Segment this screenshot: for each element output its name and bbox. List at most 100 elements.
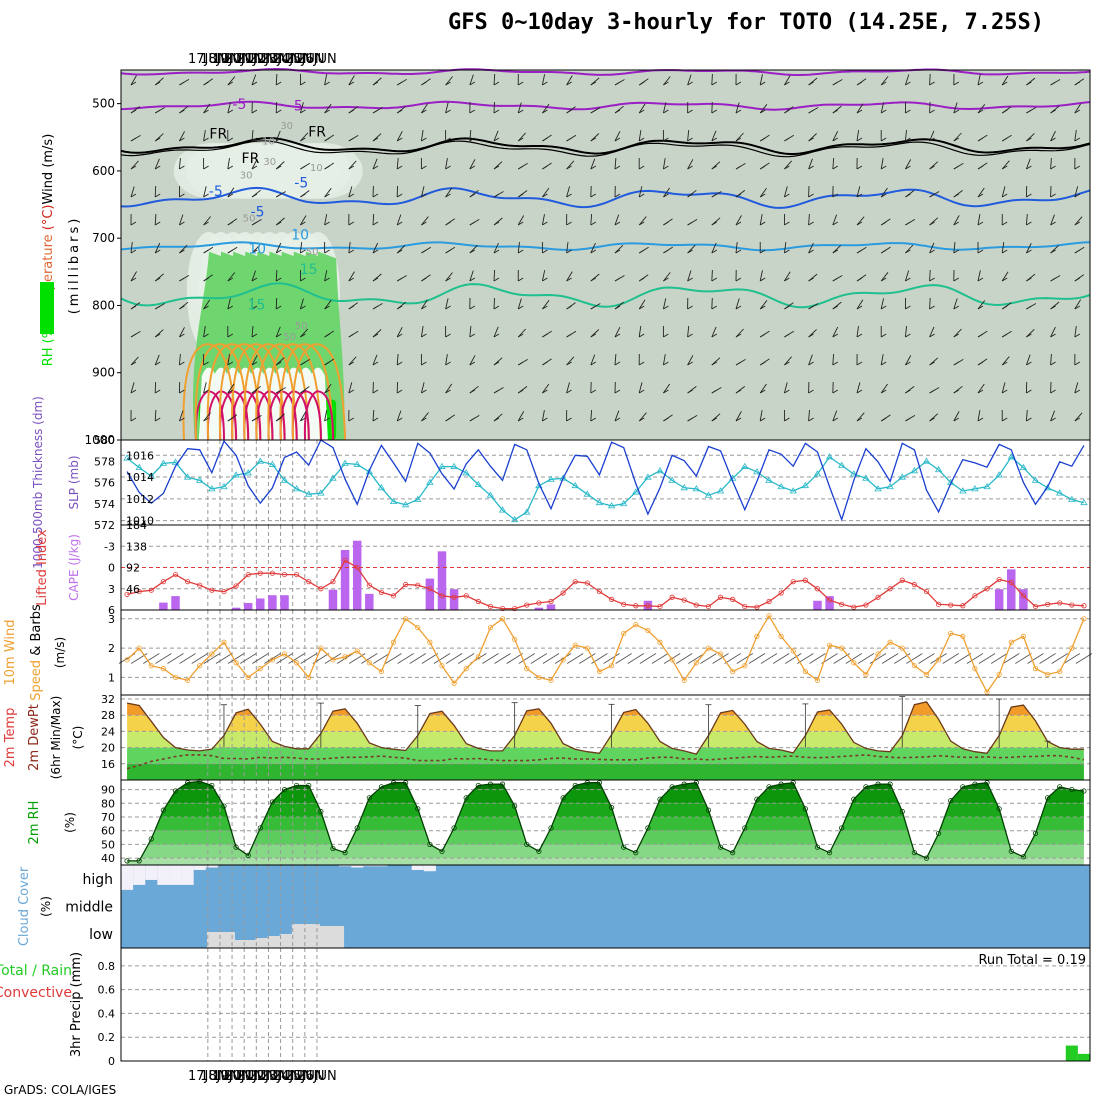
wind-barb-flag	[275, 193, 282, 198]
wind-barb	[832, 130, 839, 142]
panel-ylabel: (m/s)	[53, 637, 67, 668]
thickness-marker	[595, 498, 604, 506]
rh-marker	[439, 848, 445, 854]
wind-barb-flag	[179, 361, 185, 366]
wind-barb	[977, 104, 986, 114]
wind-barb-flag	[929, 333, 935, 338]
wind-barb	[493, 130, 499, 142]
cloud-panel	[121, 865, 1090, 948]
wind-speed-marker	[463, 666, 469, 672]
wind-barb-flag	[590, 361, 597, 366]
wind-barb-flag	[445, 417, 451, 422]
wind-barb-flag	[372, 333, 379, 338]
wind-barb	[856, 216, 865, 226]
wind-barb-flag	[929, 277, 935, 282]
x-tick-label-bottom: 22JUN	[249, 1069, 289, 1084]
wind-barb-flag	[227, 109, 234, 114]
rh-band	[127, 830, 1084, 845]
temp-contour-25	[291, 390, 322, 441]
wind-barb-flag	[614, 417, 621, 422]
wind-speed-marker	[923, 671, 930, 678]
cape-bar	[243, 603, 253, 610]
wind-barb-flag	[663, 389, 669, 394]
wind-barb	[372, 354, 378, 366]
wind-barb	[130, 186, 135, 198]
wind-barb	[735, 102, 740, 114]
wind-barb	[904, 130, 907, 142]
high-cloud-bar	[411, 865, 424, 870]
wind-barb	[251, 270, 257, 282]
wind-barb	[759, 187, 767, 198]
y-tick-label: 28	[101, 709, 115, 722]
temp-contour-20	[291, 343, 347, 441]
wind-barb	[179, 131, 185, 142]
wind-barb-flag	[348, 165, 355, 170]
surface-wind-barb	[397, 653, 414, 664]
wind-barb	[517, 411, 525, 422]
wind-barb	[977, 410, 981, 422]
wind-barb-flag	[445, 361, 451, 366]
wind-barb-flag	[759, 221, 766, 226]
wind-barb	[203, 326, 206, 338]
wind-barb-flag	[856, 333, 863, 338]
wind-barb	[275, 130, 281, 142]
rh-marker	[1057, 784, 1063, 790]
wind-barb	[566, 160, 575, 170]
dewpoint-line	[126, 754, 1085, 770]
rh-marker	[512, 803, 518, 809]
wind-barb-flag	[663, 165, 669, 170]
li-marker	[1057, 600, 1063, 606]
rh-marker	[148, 836, 154, 842]
wind-barb	[469, 159, 476, 170]
thickness-marker	[656, 467, 664, 474]
thickness-marker	[523, 508, 531, 515]
chart-title: GFS 0~10day 3-hourly for TOTO (14.25E, 7…	[448, 10, 1045, 35]
wind-barb	[783, 242, 787, 254]
wind-barb	[1001, 242, 1005, 254]
temp-contour-20	[218, 343, 274, 441]
wind-barb-flag	[493, 277, 500, 282]
wind-barb-flag	[929, 417, 935, 422]
wind-speed-marker	[1008, 639, 1014, 645]
surface-wind-barb	[1027, 653, 1044, 664]
x-tick-label-bottom: 23JUN	[261, 1069, 301, 1084]
high-cloud-bar	[363, 865, 376, 867]
wind-barb	[759, 270, 763, 282]
wind-speed-marker	[415, 624, 421, 631]
surface-wind-barb	[542, 653, 560, 664]
thickness-marker	[583, 490, 592, 497]
wind-barb	[832, 214, 838, 226]
y-tick-label: 800	[92, 298, 115, 312]
wind-barb-flag	[275, 333, 282, 338]
wind-barb-flag	[566, 361, 572, 366]
panel-ylabel: 2m RH	[27, 801, 42, 845]
wind-barb	[977, 187, 985, 198]
wind-barb	[396, 157, 399, 170]
cape-bar	[825, 596, 834, 610]
rh-marker	[306, 782, 312, 789]
wind-barb-flag	[663, 193, 669, 198]
wind-barb-flag	[517, 277, 524, 282]
wind-speed-marker	[136, 645, 142, 651]
temp-band	[127, 763, 1084, 780]
wind-barb-flag	[203, 249, 209, 254]
wind-barb-flag	[905, 249, 911, 254]
wind-barb-flag	[372, 109, 379, 114]
li-marker	[608, 596, 615, 602]
thickness-marker	[886, 482, 894, 490]
wind-barb-flag	[517, 249, 524, 254]
wind-barb-flag	[905, 109, 911, 114]
wind-barb-flag	[203, 109, 209, 114]
temp-contour-25	[303, 390, 335, 441]
contour-label: 15	[248, 297, 266, 313]
thickness-marker	[607, 502, 616, 509]
wind-barb-flag	[542, 361, 548, 366]
wind-speed-marker	[814, 677, 821, 683]
wind-barb-flag	[179, 221, 185, 226]
li-marker	[124, 591, 130, 598]
li-marker	[596, 588, 603, 595]
thickness-marker	[959, 487, 967, 494]
wind-barb	[420, 326, 424, 338]
wind-barb-flag	[154, 305, 161, 310]
wind-barb-flag	[324, 221, 330, 226]
